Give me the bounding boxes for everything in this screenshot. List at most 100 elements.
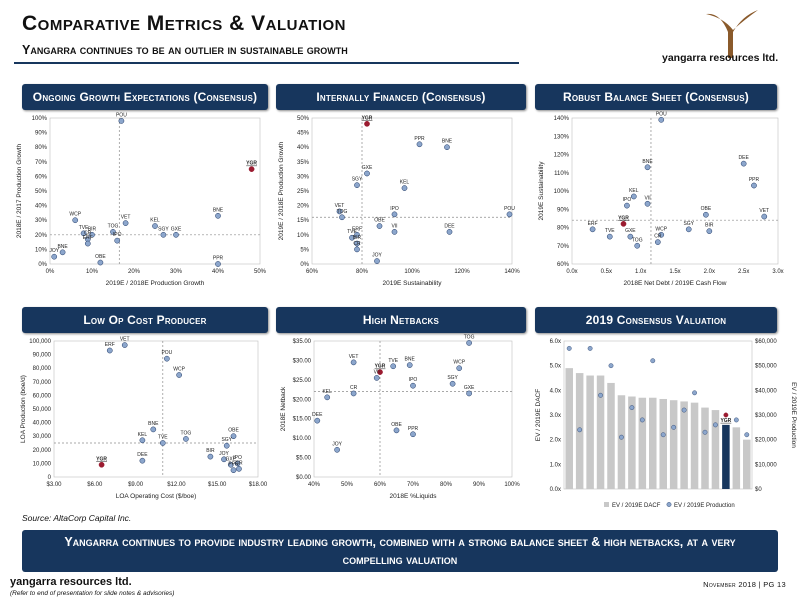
x-tick-label: $18.00 xyxy=(249,482,268,488)
plot-area xyxy=(313,340,513,478)
data-point xyxy=(314,417,321,424)
data-point xyxy=(606,233,613,240)
panel-header-valuation: 2019 Consensus Valuation xyxy=(535,307,777,333)
x-tick-label: 50% xyxy=(254,269,267,275)
data-point xyxy=(236,465,242,472)
point-label: GXE xyxy=(464,385,475,391)
point-label: VII xyxy=(391,223,397,229)
chart-opcost: 0 10,000 20,000 30,000 40,000 50,000 60,000 70,… xyxy=(8,335,270,513)
point-label: BIR xyxy=(206,448,215,454)
data-point xyxy=(506,211,513,218)
y-tick-label: 6.0x xyxy=(550,339,561,345)
bar xyxy=(690,402,699,489)
y-tick-label: 40% xyxy=(297,145,310,151)
bar xyxy=(659,398,667,489)
point-label: BNE xyxy=(642,159,653,165)
data-point xyxy=(121,342,128,348)
point-label: VET xyxy=(759,208,769,214)
y2-axis-label: EV / 2019E Production xyxy=(790,382,797,448)
point-label: POU xyxy=(656,111,667,117)
data-point xyxy=(630,193,637,200)
logo-y-glyph xyxy=(706,10,758,58)
x-tick-label: 90% xyxy=(473,482,486,488)
data-point xyxy=(84,240,91,247)
y-tick-label: $0.00 xyxy=(296,475,312,481)
data-point xyxy=(410,382,416,389)
data-point xyxy=(227,461,234,468)
bar-category-label: YGR xyxy=(720,418,731,424)
chart-balance: 60% 70% 80% 90% 100% 110% 120% 130% 140% 0.0x 0.5x… xyxy=(532,111,790,300)
y-tick-label: 15% xyxy=(297,218,310,224)
bar xyxy=(680,401,688,489)
y-tick-label: 25% xyxy=(297,189,310,195)
bar xyxy=(732,427,741,489)
data-point xyxy=(110,229,116,235)
y-tick-label: 2.0x xyxy=(550,438,561,444)
y-tick-label: 0.0x xyxy=(550,487,561,493)
x-tick-label: 100% xyxy=(504,482,520,488)
y-tick-label: 70% xyxy=(35,160,48,166)
data-point xyxy=(376,223,383,229)
y2-tick-label: $20,000 xyxy=(755,438,777,444)
data-point xyxy=(152,223,158,229)
y-tick-label: $30.00 xyxy=(293,358,312,364)
production-marker xyxy=(619,434,624,440)
y2-tick-label: $10,000 xyxy=(755,462,777,468)
point-label: GXE xyxy=(625,228,636,234)
page-subtitle: Yangarra continues to be an outlier in s… xyxy=(22,43,348,57)
point-label: TOG xyxy=(108,223,119,229)
data-point xyxy=(230,433,237,440)
data-point xyxy=(644,164,651,171)
point-label: ERF xyxy=(588,221,598,227)
point-label: GXE xyxy=(226,456,237,462)
point-label: SGY xyxy=(352,177,363,183)
y-tick-label: 100% xyxy=(554,189,570,195)
point-label: DEE xyxy=(739,155,750,161)
plot-area xyxy=(53,340,259,478)
logo-text: yangarra resources ltd. xyxy=(662,52,779,64)
point-label: IPO xyxy=(113,232,122,238)
data-point xyxy=(393,427,400,434)
footer-brand: yangarra resources ltd. xyxy=(10,576,132,588)
y-tick-label: 1.0x xyxy=(550,462,561,468)
x-tick-label: 100% xyxy=(404,269,420,275)
production-marker xyxy=(598,392,603,398)
legend-marker-production xyxy=(666,502,672,507)
data-point xyxy=(139,457,146,464)
chart-growth-svg: 0% 10% 20% 30% 40% 50% 60% 70% 80% 90% 100% 0% 10% 20… xyxy=(16,112,267,287)
data-point xyxy=(456,365,463,372)
point-label: JOY xyxy=(372,253,382,259)
y-tick-label: $20.00 xyxy=(293,397,312,403)
data-point xyxy=(339,214,345,221)
point-label: CR xyxy=(84,231,92,237)
point-label: VII xyxy=(644,195,650,201)
chart-financed-svg: 0% 5% 10% 15% 20% 25% 30% 35% 40% 45% 50% 60% 80% 100… xyxy=(278,115,520,287)
point-label: KEL xyxy=(322,389,332,395)
production-marker xyxy=(713,422,718,428)
y-tick-label: 60,000 xyxy=(33,393,52,399)
data-point xyxy=(72,217,79,224)
y-tick-label: 80% xyxy=(557,226,570,232)
bar xyxy=(565,368,573,489)
y-tick-label: 60% xyxy=(557,262,570,268)
y-tick-label: 5.0x xyxy=(550,364,561,370)
point-label: YGR xyxy=(96,456,107,462)
x-tick-label: 3.0x xyxy=(772,269,783,275)
x-tick-label: 60% xyxy=(374,482,387,488)
y-axis-label: EV / 2019E DACF xyxy=(535,389,542,441)
data-point xyxy=(685,226,692,233)
x-tick-label: 20% xyxy=(128,269,141,275)
data-point xyxy=(215,212,221,219)
point-label: VET xyxy=(335,203,345,209)
chart-valuation-svg: 0.0x 1.0x 2.0x 3.0x 4.0x 5.0x 6.0x $0 $10,000 $20… xyxy=(535,339,797,509)
source-note: Source: AltaCorp Capital Inc. xyxy=(22,513,132,523)
point-label: BIR xyxy=(88,226,97,232)
point-label: KEL xyxy=(138,432,148,438)
x-axis-label: 2018E %Liquids xyxy=(390,493,438,500)
point-label: DEE xyxy=(137,452,148,458)
x-axis-label: 2018E Net Debt / 2019E Cash Flow xyxy=(624,280,727,287)
point-label: TVE xyxy=(347,229,357,235)
point-label: VET xyxy=(120,337,130,343)
y-tick-label: 140% xyxy=(554,116,570,122)
data-point xyxy=(658,231,665,238)
